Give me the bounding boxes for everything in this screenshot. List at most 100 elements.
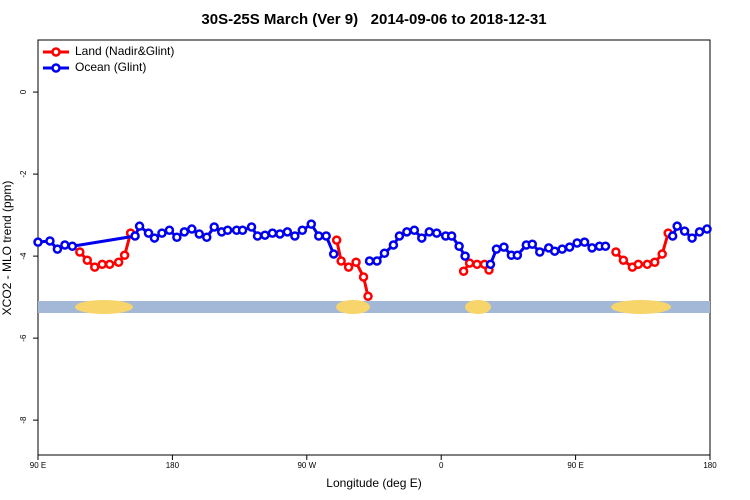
x-tick-label: 90 E	[567, 461, 583, 470]
data-point	[358, 272, 369, 282]
data-point	[237, 225, 248, 236]
ocean-band	[38, 301, 710, 313]
data-point	[499, 242, 509, 252]
legend-marker	[51, 63, 61, 73]
data-point	[351, 257, 361, 268]
data-point	[458, 266, 469, 277]
data-point	[464, 258, 475, 268]
data-point	[67, 241, 78, 252]
data-point	[321, 231, 331, 241]
data-point	[282, 227, 293, 237]
data-point	[313, 231, 324, 241]
data-point	[104, 259, 115, 270]
x-tick-label: 180	[166, 461, 180, 470]
data-point	[657, 249, 667, 259]
data-point	[564, 242, 575, 252]
data-point	[431, 228, 442, 238]
data-point	[331, 235, 342, 245]
data-point	[472, 259, 482, 270]
data-point	[667, 231, 678, 241]
data-point	[702, 224, 712, 234]
data-point	[119, 250, 130, 261]
data-point	[275, 229, 285, 239]
data-point	[187, 224, 197, 234]
data-point	[557, 244, 567, 254]
data-point	[343, 262, 354, 272]
legend-label: Land (Nadir&Glint)	[75, 44, 174, 58]
y-tick-label: -4	[19, 252, 28, 260]
x-tick-label: 90 W	[297, 461, 316, 470]
land-patch	[75, 300, 133, 314]
data-point	[402, 227, 412, 237]
data-point	[297, 225, 308, 236]
data-point	[60, 240, 70, 250]
data-point	[687, 233, 697, 243]
land-patch	[611, 300, 671, 314]
data-point	[252, 231, 263, 241]
data-point	[164, 225, 175, 236]
data-point	[157, 228, 167, 238]
data-point	[143, 228, 154, 238]
data-point	[328, 249, 339, 259]
x-tick-label: 0	[439, 461, 444, 470]
data-point	[600, 241, 611, 252]
data-point	[363, 291, 373, 302]
data-point	[52, 244, 63, 254]
data-point	[97, 259, 107, 270]
data-point	[460, 251, 470, 261]
land-patch	[465, 300, 491, 314]
data-point	[33, 237, 43, 247]
data-point	[267, 228, 278, 238]
data-point	[372, 256, 382, 266]
data-point	[549, 246, 560, 256]
data-point	[424, 227, 435, 237]
legend-marker	[51, 47, 61, 57]
data-point	[45, 236, 55, 246]
data-point	[379, 248, 390, 258]
x-tick-label: 90 E	[30, 461, 46, 470]
data-point	[201, 232, 212, 242]
data-point	[290, 231, 300, 241]
data-point	[535, 247, 545, 257]
data-point	[633, 259, 644, 270]
data-point	[446, 231, 457, 241]
data-point	[260, 230, 270, 240]
x-axis-label: Longitude (deg E)	[326, 476, 421, 490]
data-point	[672, 221, 682, 231]
data-point	[172, 232, 182, 242]
y-tick-label: -8	[19, 416, 28, 424]
data-point	[179, 227, 190, 237]
data-point	[611, 247, 621, 257]
data-point	[149, 233, 160, 243]
data-point	[512, 250, 523, 261]
data-point	[75, 247, 85, 257]
data-point	[113, 257, 124, 268]
chart-title: 30S-25S March (Ver 9) 2014-09-06 to 2018…	[201, 11, 546, 28]
y-tick-label: -2	[19, 170, 28, 178]
data-point	[130, 231, 140, 241]
data-point	[694, 227, 705, 237]
data-point	[82, 255, 93, 265]
data-point	[454, 241, 464, 252]
data-point	[194, 229, 205, 239]
data-point	[485, 259, 496, 270]
data-point	[491, 244, 502, 254]
y-tick-label: -6	[19, 334, 28, 342]
surface-band	[38, 300, 710, 314]
data-point	[364, 256, 375, 266]
data-point	[394, 231, 405, 241]
data-point	[572, 238, 582, 248]
x-tick-label: 180	[703, 461, 717, 470]
data-point	[222, 225, 233, 236]
data-point	[246, 222, 257, 232]
plot-frame	[37, 39, 711, 456]
data-point	[649, 257, 660, 268]
data-point	[306, 219, 317, 229]
data-point	[209, 222, 219, 232]
y-axis-label: XCO2 - MLO trend (ppm)	[0, 181, 14, 316]
data-point	[618, 255, 629, 265]
legend-label: Ocean (Glint)	[75, 60, 146, 74]
data-point	[679, 226, 690, 236]
